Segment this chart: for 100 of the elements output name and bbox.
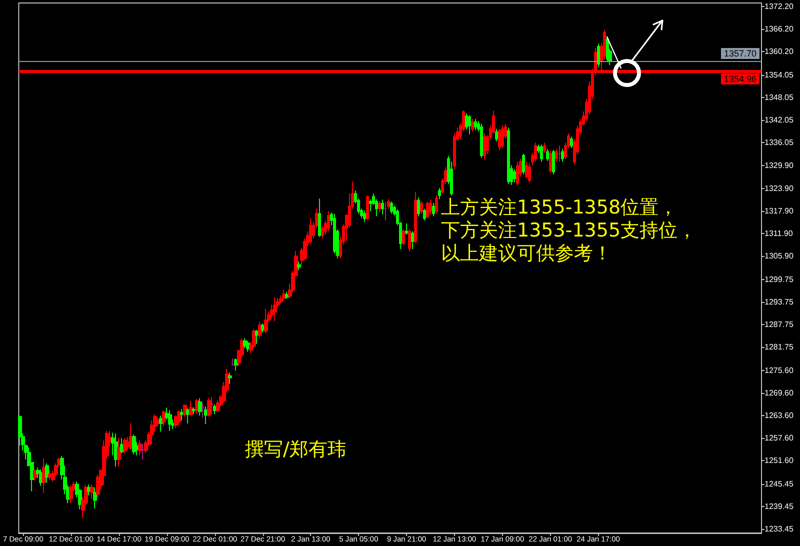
candlestick: [138, 440, 142, 456]
candlestick: [123, 438, 127, 454]
candlestick: [432, 202, 435, 217]
y-tick-label: 1275.60: [764, 366, 794, 375]
candlestick: [411, 230, 414, 250]
candlestick: [45, 462, 49, 484]
candlestick: [162, 410, 166, 427]
candlestick: [465, 112, 468, 130]
candlestick: [87, 484, 91, 496]
candlestick: [114, 433, 118, 468]
y-tick-label: 1233.45: [764, 524, 794, 534]
candlestick: [48, 470, 52, 481]
y-tick-label: 1348.05: [764, 92, 794, 102]
candlestick: [414, 191, 417, 244]
candlestick: [495, 128, 498, 142]
y-tick-label: 1360.20: [764, 47, 794, 56]
candlestick: [141, 444, 145, 460]
candlestick: [381, 199, 384, 215]
candlestick: [252, 328, 256, 349]
candlestick: [429, 198, 432, 215]
annotation: 上方关注1355-1358位置，: [441, 196, 678, 218]
candlestick: [438, 187, 441, 200]
candlestick: [501, 125, 504, 149]
candlestick: [180, 408, 184, 421]
candlestick: [297, 260, 301, 271]
candlestick: [273, 296, 277, 322]
candlestick: [522, 154, 525, 175]
y-tick-label: 1317.90: [764, 206, 794, 216]
candlestick: [402, 228, 405, 246]
candlestick: [129, 422, 133, 450]
candlestick: [384, 202, 387, 221]
y-tick-label: 1293.75: [764, 297, 794, 306]
candlestick: [207, 398, 211, 418]
candlestick: [255, 329, 259, 344]
candlestick: [552, 149, 555, 175]
candlestick: [507, 127, 510, 185]
candlestick: [426, 201, 429, 219]
candlestick: [243, 338, 247, 349]
candlestick: [234, 358, 238, 372]
candlestick: [468, 114, 471, 135]
candlestick: [570, 136, 573, 149]
y-tick-label: 1366.20: [764, 24, 794, 34]
ref-line-label: 1357.70: [724, 48, 756, 59]
y-tick-label: 1311.90: [764, 229, 794, 238]
candlestick: [540, 144, 543, 162]
y-tick-label: 1251.60: [764, 456, 794, 466]
y-tick-label: 1263.60: [764, 410, 794, 420]
candlestick: [543, 142, 546, 154]
candlestick: [474, 118, 477, 130]
y-tick-label: 1269.60: [764, 388, 794, 398]
candlestick: [189, 400, 193, 416]
candlestick: [513, 168, 516, 183]
candlestick: [201, 402, 205, 418]
candlestick: [423, 208, 426, 221]
candlestick: [204, 406, 208, 425]
candlestick: [480, 123, 483, 158]
y-tick-label: 1336.05: [764, 138, 794, 148]
candlestick: [528, 162, 531, 183]
candlestick: [408, 228, 411, 252]
candlestick: [327, 210, 330, 232]
candlestick: [69, 484, 73, 504]
candlestick: [198, 398, 202, 416]
candlestick: [264, 308, 268, 334]
y-tick-label: 1305.90: [764, 252, 794, 261]
candlestick: [90, 484, 94, 500]
candlestick: [33, 468, 37, 481]
candlestick: [159, 414, 163, 432]
y-tick-label: 1354.05: [764, 70, 794, 80]
y-tick-label: 1281.75: [764, 342, 794, 352]
candlestick: [546, 148, 549, 162]
candlestick: [363, 210, 366, 222]
candlestick: [318, 198, 321, 238]
annotation: 以上建议可供参考！: [441, 242, 612, 264]
candlestick: [231, 358, 235, 366]
candlestick: [471, 118, 474, 132]
candlestick: [378, 200, 381, 213]
candlestick: [498, 128, 501, 151]
candlestick: [186, 408, 190, 424]
y-tick-label: 1323.90: [764, 184, 794, 193]
candlestick: [93, 486, 97, 510]
candlestick: [120, 438, 124, 454]
candlestick: [525, 161, 528, 180]
candlestick: [309, 218, 312, 244]
candlestick: [555, 148, 558, 162]
candlestick: [168, 410, 172, 432]
candlestick: [117, 438, 121, 468]
candlestick: [387, 198, 390, 210]
y-tick-label: 1245.45: [764, 479, 794, 488]
candlestick: [210, 396, 214, 414]
candlestick: [183, 404, 187, 418]
y-tick-label: 1257.60: [764, 434, 794, 443]
candlestick: [549, 150, 552, 174]
y-tick-label: 1287.75: [764, 320, 794, 330]
candlestick: [258, 321, 262, 338]
candlestick: [42, 458, 46, 494]
y-tick-label: 1239.45: [764, 502, 794, 511]
candlestick: [366, 194, 369, 221]
candlestick: [246, 340, 250, 352]
candlestick: [417, 196, 420, 217]
candlestick: [390, 201, 393, 214]
